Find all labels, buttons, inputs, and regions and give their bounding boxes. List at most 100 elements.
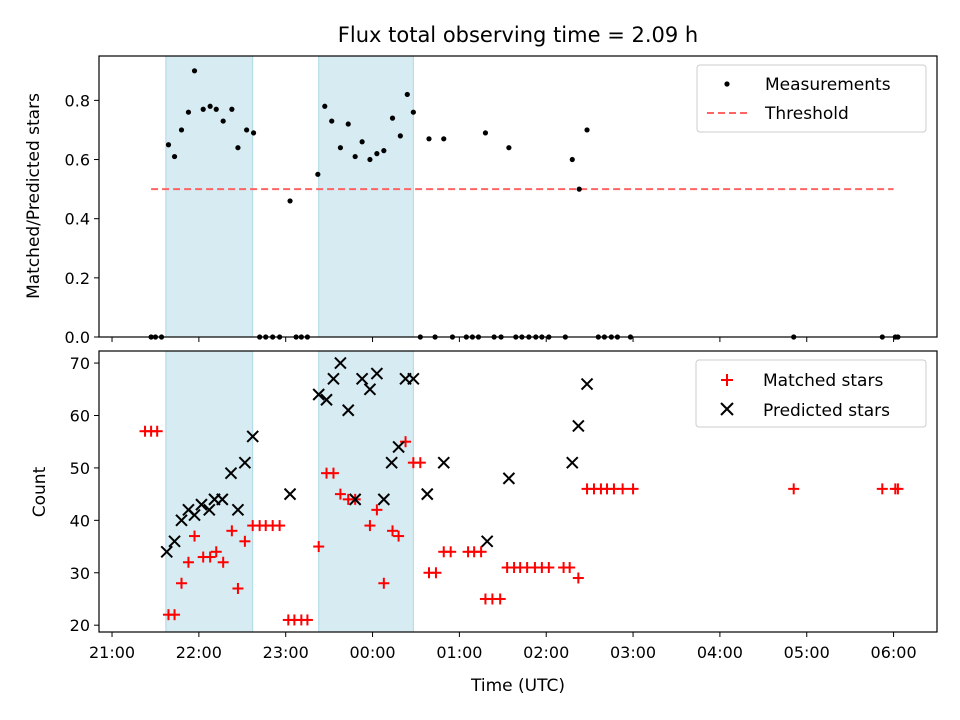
predicted-star-point — [355, 372, 369, 385]
bottom-y-tick-label: 60 — [70, 406, 90, 425]
matched-star-point — [393, 530, 405, 542]
predicted-star-point — [160, 545, 173, 558]
matched-star-point — [414, 457, 426, 469]
matched-star-point — [204, 551, 216, 563]
measurement-point — [213, 106, 219, 112]
measurement-point — [441, 136, 447, 142]
predicted-star-point — [480, 535, 494, 548]
measurement-point — [250, 130, 257, 136]
predicted-star-point — [580, 377, 594, 391]
matched-star-point — [169, 609, 181, 621]
predicted-star-point — [224, 466, 238, 480]
measurement-point — [315, 171, 321, 177]
measurement-point — [244, 127, 250, 133]
bottom-legend: Matched stars Predicted stars — [695, 359, 927, 428]
matched-star-point — [210, 546, 222, 558]
matched-star-point — [217, 556, 229, 568]
measurement-point — [287, 198, 293, 204]
top-shade-1 — [318, 56, 414, 337]
matched-star-point — [572, 572, 584, 584]
measurement-point — [352, 153, 358, 160]
x-tick-label: 02:00 — [523, 643, 569, 662]
predicted-star-point — [572, 419, 585, 433]
bottom-y-tick-label: 50 — [70, 459, 90, 478]
measurement-point — [235, 145, 241, 151]
top-shaded-regions — [165, 56, 414, 337]
predicted-star-point — [502, 472, 516, 485]
matched-star-point — [445, 546, 457, 558]
predicted-star-point — [342, 404, 355, 417]
predicted-star-point — [370, 367, 384, 380]
top-legend: Measurements Threshold — [696, 64, 927, 133]
top-axes-frame — [98, 55, 938, 338]
predicted-star-point — [334, 356, 347, 370]
predicted-star-point — [348, 493, 362, 506]
predicted-star-point — [188, 508, 201, 522]
x-tick-label: 03:00 — [610, 643, 656, 662]
legend-measurements-marker — [724, 81, 730, 87]
top-y-tick-label: 0.2 — [65, 269, 90, 288]
x-tick-label: 00:00 — [349, 643, 395, 662]
matched-star-point — [175, 577, 187, 589]
matched-star-point — [430, 567, 442, 579]
matched-star-point — [274, 520, 286, 532]
bottom-y-ticks: 20 30 40 50 60 70 — [70, 354, 99, 635]
legend-matched-label: Matched stars — [763, 371, 883, 391]
measurement-point — [191, 68, 198, 74]
predicted-star-point — [392, 440, 405, 454]
predicted-star-point — [168, 535, 181, 548]
predicted-star-point — [238, 456, 252, 469]
predicted-star-point — [437, 456, 450, 469]
predicted-star-point — [407, 372, 420, 385]
matched-star-point — [378, 577, 390, 589]
bottom-panel: 20 30 40 50 60 70 21:00 22:00 23:00 00:00 01:00 02… — [30, 350, 938, 696]
matched-star-point — [543, 562, 555, 574]
bottom-y-axis-label: Count — [30, 466, 50, 517]
matched-star-point — [627, 483, 639, 495]
measurement-point — [359, 139, 365, 145]
predicted-star-point — [246, 430, 259, 443]
measurement-point — [426, 136, 432, 142]
matched-star-point — [564, 562, 576, 574]
measurement-point — [200, 106, 206, 112]
predicted-star-point — [231, 503, 245, 517]
top-legend-frame — [696, 64, 927, 133]
x-tick-label: 22:00 — [176, 643, 222, 662]
x-tick-label: 05:00 — [784, 643, 830, 662]
matched-star-point — [371, 504, 383, 516]
x-tick-label: 21:00 — [89, 643, 135, 662]
measurement-point — [345, 121, 351, 127]
matched-star-point — [494, 593, 506, 605]
measurement-point — [229, 106, 235, 112]
measurement-point — [329, 118, 335, 124]
matched-star-point — [232, 582, 244, 594]
chart-title: Flux total observing time = 2.09 h — [338, 23, 698, 47]
top-y-axis-label: Matched/Predicted stars — [24, 93, 44, 299]
measurements-series — [148, 68, 901, 340]
matched-stars-series — [139, 425, 904, 626]
measurement-point — [506, 145, 512, 151]
matched-star-point — [301, 614, 313, 626]
x-tick-label: 06:00 — [871, 643, 917, 662]
matched-star-point — [892, 483, 904, 495]
measurement-point — [220, 118, 226, 124]
predicted-star-point — [216, 493, 229, 506]
legend-measurements-label: Measurements — [765, 75, 891, 95]
predicted-star-point — [377, 493, 391, 506]
top-shade-0 — [165, 56, 253, 337]
matched-star-point — [239, 535, 251, 547]
measurement-point — [576, 186, 582, 192]
matched-star-point — [364, 520, 376, 532]
x-tick-label: 23:00 — [263, 643, 309, 662]
measurement-point — [322, 103, 328, 109]
measurement-point — [178, 127, 185, 133]
predicted-star-point — [327, 372, 340, 385]
matched-star-point — [387, 525, 399, 537]
measurement-point — [337, 145, 344, 151]
top-panel: 0.00.20.40.60.8 Matched/Predicted stars … — [24, 55, 938, 347]
predicted-star-point — [421, 487, 434, 501]
matched-star-point — [475, 546, 487, 558]
matched-star-point — [400, 436, 412, 448]
top-y-ticks: 0.0 0.2 0.4 0.6 0.8 — [65, 91, 99, 347]
